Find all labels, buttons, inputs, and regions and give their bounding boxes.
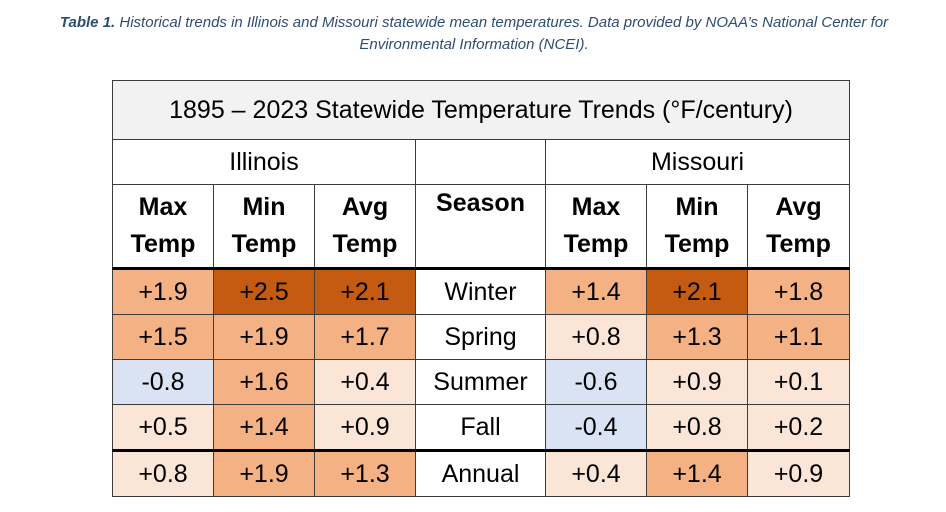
column-header: Max Temp	[112, 184, 214, 269]
value-cell: +0.4	[545, 449, 647, 497]
value-cell: -0.6	[545, 359, 647, 405]
value-cell: +0.8	[545, 314, 647, 360]
column-header-line1: Min	[242, 193, 286, 221]
column-header-line2: Temp	[231, 230, 297, 258]
table-row-annual: +0.8 +1.9 +1.3 Annual +0.4 +1.4 +0.9	[112, 449, 851, 497]
value-cell: +1.4	[646, 449, 748, 497]
column-header-line1: Max	[571, 193, 621, 221]
season-label: Fall	[415, 404, 546, 451]
value-cell: +1.9	[213, 449, 315, 497]
column-header-season: Season	[415, 184, 546, 269]
column-header: Min Temp	[213, 184, 315, 269]
table-caption: Table 1. Historical trends in Illinois a…	[14, 12, 934, 56]
table-row-fall: +0.5 +1.4 +0.9 Fall -0.4 +0.8 +0.2	[112, 404, 851, 451]
season-label: Summer	[415, 359, 546, 405]
value-cell: +2.1	[646, 267, 748, 315]
state-header-missouri: Missouri	[544, 139, 851, 185]
column-header-line2: Temp	[332, 230, 398, 258]
value-cell: +1.9	[213, 314, 315, 360]
value-cell: +0.8	[112, 449, 214, 497]
season-label: Winter	[415, 267, 546, 315]
column-header-line1: Min	[675, 193, 719, 221]
value-cell: +0.9	[314, 404, 416, 451]
table-row-spring: +1.5 +1.9 +1.7 Spring +0.8 +1.3 +1.1	[112, 314, 851, 360]
temperature-trends-table: 1895 – 2023 Statewide Temperature Trends…	[111, 80, 851, 497]
column-header-line2: Temp	[766, 230, 831, 258]
table-row-winter: +1.9 +2.5 +2.1 Winter +1.4 +2.1 +1.8	[112, 267, 851, 315]
value-cell: +1.4	[545, 267, 647, 315]
value-cell: +1.6	[213, 359, 315, 405]
season-label: Spring	[415, 314, 546, 360]
value-cell: +1.9	[112, 267, 214, 315]
value-cell: +0.2	[746, 404, 851, 451]
state-row: Illinois Missouri	[112, 139, 851, 185]
value-cell: +1.3	[646, 314, 748, 360]
value-cell: +1.7	[314, 314, 416, 360]
column-header: Avg Temp	[746, 184, 851, 269]
column-header-line1: Avg	[775, 193, 822, 221]
column-header-line2: Temp	[130, 230, 196, 258]
value-cell: +0.5	[112, 404, 214, 451]
value-cell: +1.1	[746, 314, 851, 360]
column-header-row: Max Temp Min Temp Avg Temp Season Max Temp M…	[112, 184, 851, 269]
column-header: Min Temp	[646, 184, 748, 269]
value-cell: +0.8	[646, 404, 748, 451]
column-header-line2: Temp	[563, 230, 629, 258]
column-header-line1: Avg	[341, 193, 389, 221]
caption-text: Historical trends in Illinois and Missou…	[119, 14, 889, 53]
column-header: Max Temp	[545, 184, 647, 269]
value-cell: -0.4	[545, 404, 647, 451]
table-title: 1895 – 2023 Statewide Temperature Trends…	[111, 80, 851, 140]
column-header: Avg Temp	[314, 184, 416, 269]
value-cell: +1.4	[213, 404, 315, 451]
value-cell: +0.1	[746, 359, 851, 405]
caption-label: Table 1.	[59, 14, 116, 31]
value-cell: -0.8	[112, 359, 214, 405]
table-row-summer: -0.8 +1.6 +0.4 Summer -0.6 +0.9 +0.1	[112, 359, 851, 405]
season-label: Annual	[415, 449, 546, 497]
state-header-illinois: Illinois	[112, 139, 416, 185]
value-cell: +0.9	[746, 449, 851, 497]
value-cell: +0.4	[314, 359, 416, 405]
state-header-blank	[415, 139, 546, 185]
value-cell: +1.8	[746, 267, 851, 315]
column-header-line1: Max	[138, 193, 188, 221]
column-header-line2: Temp	[664, 230, 730, 258]
column-header-line1: Season	[436, 189, 525, 217]
value-cell: +1.5	[112, 314, 214, 360]
value-cell: +1.3	[314, 449, 416, 497]
value-cell: +2.1	[314, 267, 416, 315]
value-cell: +2.5	[213, 267, 315, 315]
value-cell: +0.9	[646, 359, 748, 405]
title-row: 1895 – 2023 Statewide Temperature Trends…	[111, 80, 851, 140]
